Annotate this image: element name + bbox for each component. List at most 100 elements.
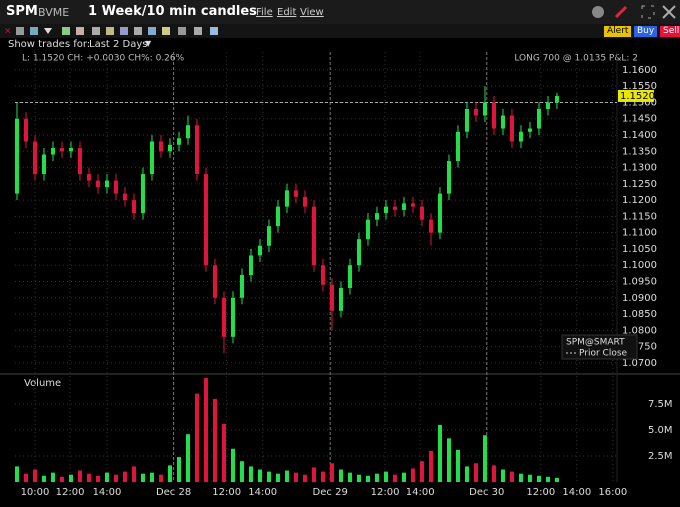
icon[interactable]: × bbox=[4, 27, 12, 37]
x-tick-label: 14:00 bbox=[562, 487, 591, 498]
info-left: L: 1.1520 CH: +0.0030 CH%: 0.26% bbox=[22, 54, 185, 64]
volume-bar bbox=[536, 475, 541, 482]
alert-button[interactable]: Alert bbox=[604, 26, 632, 37]
volume-bar bbox=[428, 450, 433, 482]
volume-bar bbox=[320, 471, 325, 482]
candle-body bbox=[104, 180, 109, 188]
symbol[interactable]: SPM bbox=[6, 4, 38, 19]
candle-body bbox=[113, 180, 118, 194]
candle-body bbox=[518, 131, 523, 142]
volume-bar bbox=[257, 469, 262, 482]
icon[interactable] bbox=[76, 27, 84, 35]
candle-body bbox=[41, 154, 46, 175]
volume-bar bbox=[491, 465, 496, 482]
volume-bar bbox=[203, 378, 208, 482]
volume-bar bbox=[158, 474, 163, 482]
volume-bar bbox=[176, 457, 181, 482]
info-right: LONG 700 @ 1.0135 P&L: 2 bbox=[514, 54, 638, 64]
tool-icons: × bbox=[4, 27, 218, 37]
x-tick-label: 16:00 bbox=[598, 487, 627, 498]
candle-body bbox=[545, 102, 550, 109]
chart-period[interactable]: 1 Week/10 min candles bbox=[88, 4, 257, 19]
volume-bar bbox=[266, 471, 271, 482]
expand-icon[interactable] bbox=[641, 5, 655, 19]
trades-select[interactable]: Last 2 Days bbox=[89, 39, 148, 50]
settings-icon[interactable] bbox=[592, 6, 604, 18]
candle-body bbox=[338, 288, 343, 311]
icon[interactable] bbox=[92, 27, 100, 35]
volume-bar bbox=[95, 475, 100, 482]
icon[interactable] bbox=[134, 27, 142, 35]
candle-body bbox=[437, 193, 442, 233]
volume-bar bbox=[311, 467, 316, 482]
price-tag-bg bbox=[618, 89, 654, 102]
title-bar: SPM BVME 1 Week/10 min candles File Edit… bbox=[0, 0, 680, 24]
y-tick-label: 1.0850 bbox=[622, 309, 657, 320]
volume-bar bbox=[383, 471, 388, 482]
candle-body bbox=[239, 274, 244, 298]
icon[interactable] bbox=[62, 27, 70, 35]
candle-body bbox=[536, 108, 541, 129]
x-tick-label: 14:00 bbox=[248, 487, 277, 498]
sell-button[interactable]: Sell bbox=[660, 26, 680, 37]
volume-bar bbox=[527, 474, 532, 482]
buy-button[interactable]: Buy bbox=[634, 26, 658, 37]
candle-body bbox=[410, 203, 415, 207]
candle-body bbox=[374, 213, 379, 220]
candle-body bbox=[230, 297, 235, 337]
candle-body bbox=[500, 115, 505, 129]
candle-body bbox=[401, 203, 406, 210]
dropdown-arrow[interactable]: ▼ bbox=[145, 39, 152, 48]
volume-tick-label: 5.0M bbox=[648, 425, 673, 436]
candle-body bbox=[32, 141, 37, 175]
icon[interactable] bbox=[106, 27, 114, 35]
x-tick-label: 12:00 bbox=[371, 487, 400, 498]
candle-body bbox=[275, 206, 280, 227]
candle-body bbox=[131, 200, 136, 214]
y-tick-label: 1.1300 bbox=[622, 163, 657, 174]
candle-body bbox=[176, 138, 181, 145]
icon[interactable] bbox=[44, 28, 52, 34]
icon[interactable] bbox=[162, 27, 170, 35]
volume-bar bbox=[437, 424, 442, 482]
icon[interactable] bbox=[16, 27, 24, 35]
icon[interactable] bbox=[148, 27, 156, 35]
candle-body bbox=[167, 144, 172, 152]
trades-label: Show trades for: bbox=[8, 39, 91, 50]
toolbar: × Alert Buy Sell bbox=[0, 24, 680, 38]
candle-body bbox=[455, 131, 460, 162]
candle-body bbox=[428, 219, 433, 233]
candle-body bbox=[419, 206, 424, 220]
volume-bar bbox=[221, 423, 226, 482]
menu-item[interactable]: Edit bbox=[277, 7, 297, 18]
x-tick-label: 12:00 bbox=[56, 487, 85, 498]
plot: 10:00 12:00 14:00 Dec 28 12:00 14:00 Dec 29 12:… bbox=[0, 52, 680, 498]
x-tick-label: Dec 29 bbox=[313, 487, 348, 498]
icon[interactable] bbox=[120, 27, 128, 35]
icon[interactable] bbox=[194, 27, 202, 35]
close-icon[interactable] bbox=[662, 5, 676, 19]
menu-item[interactable]: File bbox=[256, 7, 273, 18]
candle-body bbox=[446, 161, 451, 194]
x-tick-label: 12:00 bbox=[212, 487, 241, 498]
icon[interactable] bbox=[30, 27, 38, 35]
volume-bar bbox=[275, 473, 280, 482]
volume-bar bbox=[185, 434, 190, 482]
icon[interactable] bbox=[178, 27, 186, 35]
price-tag: 1.1520 bbox=[620, 91, 655, 102]
icon[interactable] bbox=[210, 27, 218, 35]
candle-body bbox=[392, 206, 397, 210]
volume-bar bbox=[149, 472, 154, 482]
y-tick-label: 1.1350 bbox=[622, 146, 657, 157]
volume-bar bbox=[77, 470, 82, 482]
candle-body bbox=[59, 148, 64, 152]
exchange[interactable]: BVME bbox=[38, 6, 70, 19]
candle-body bbox=[23, 118, 28, 142]
candle-body bbox=[284, 190, 289, 207]
menu-item[interactable]: View bbox=[300, 7, 324, 18]
link-icon[interactable] bbox=[614, 5, 628, 19]
volume-bar bbox=[122, 471, 127, 482]
volume-bar bbox=[473, 463, 478, 482]
volume-bar bbox=[113, 474, 118, 482]
